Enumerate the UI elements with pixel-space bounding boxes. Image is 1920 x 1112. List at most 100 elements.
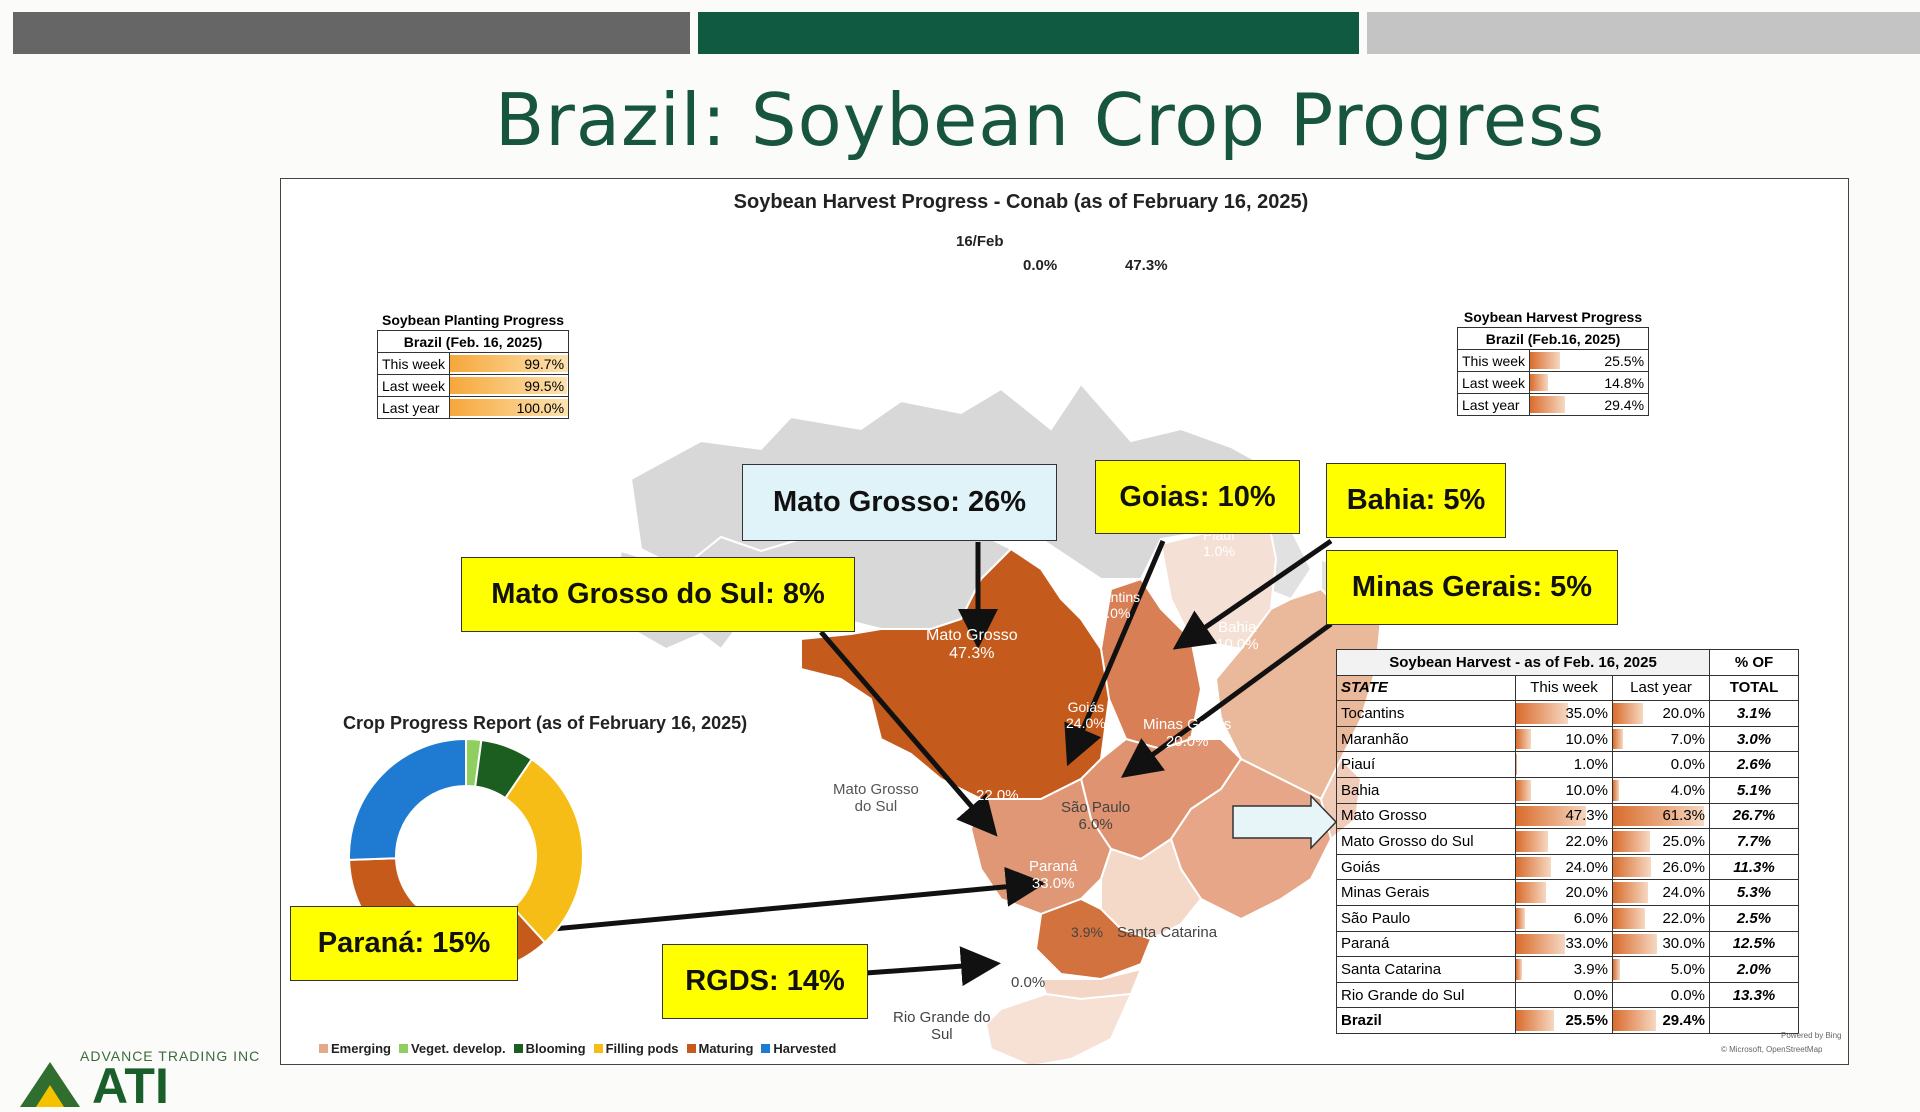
legend-item: Emerging: [319, 1041, 391, 1056]
ati-logo: ATI ADVANCE TRADING INC: [0, 1040, 270, 1112]
map-label-rs-name: Rio Grande do Sul: [893, 1009, 991, 1043]
ati-logo-mark: ATI: [20, 1058, 169, 1112]
row-state: Mato Grosso: [1336, 802, 1516, 830]
row-state: Piauí: [1336, 751, 1516, 778]
row-state: Minas Gerais: [1336, 879, 1516, 906]
row-state: Santa Catarina: [1336, 956, 1516, 983]
row-this-week: 24.0%: [1515, 853, 1613, 881]
row-this-week: 10.0%: [1515, 776, 1613, 804]
scale-max: 47.3%: [1125, 257, 1168, 274]
col-last-year: Last year: [1612, 674, 1710, 702]
col-state: STATE: [1336, 674, 1516, 702]
legend-item: Harvested: [761, 1041, 836, 1056]
row-pct-total: 7.7%: [1709, 828, 1799, 855]
row-last-year: 0.0%: [1612, 751, 1710, 778]
row-pct-total: 11.3%: [1709, 853, 1799, 881]
legend-item: Filling pods: [593, 1041, 679, 1056]
arrow-minas-gerais: [1120, 621, 1333, 778]
table-row: Goiás 24.0% 26.0% 11.3%: [1336, 853, 1799, 881]
table-row: Mato Grosso do Sul 22.0% 25.0% 7.7%: [1336, 828, 1799, 855]
planting-row: This week 99.7%: [376, 352, 570, 375]
row-pct-total: [1709, 1007, 1799, 1034]
planting-row: Last year 100.0%: [376, 396, 570, 419]
donut-title: Crop Progress Report (as of February 16,…: [343, 713, 748, 733]
right-arrow-indicator: [1232, 794, 1338, 850]
row-this-week: 35.0%: [1515, 700, 1613, 727]
callout-rgds: RGDS: 14%: [662, 944, 868, 1019]
map-state-mato-grosso: [800, 547, 1111, 800]
callout-bahia: Bahia: 5%: [1326, 463, 1506, 538]
map-state-rio-grande-do-sul: [984, 992, 1133, 1064]
legend-item: Blooming: [513, 1041, 586, 1056]
map-state-sao-paulo: [1100, 837, 1203, 941]
arrow-parana: [520, 866, 1046, 935]
panel-title: Soybean Harvest Progress - Conab (as of …: [733, 191, 1309, 213]
row-last-year: 20.0%: [1612, 700, 1710, 727]
row-pct-total: 12.5%: [1709, 930, 1799, 958]
row-pct-total: 5.1%: [1709, 776, 1799, 804]
row-pct-total: 2.5%: [1709, 904, 1799, 932]
planting-subtitle: Brazil (Feb. 16, 2025): [376, 330, 570, 353]
logo-text: ADVANCE TRADING INC: [80, 1048, 261, 1064]
donut-label-28: 28.7%: [664, 860, 710, 877]
row-pct-total: 3.1%: [1709, 700, 1799, 727]
row-this-week: 0.0%: [1515, 981, 1613, 1009]
map-label-parana: Paraná 33.0%: [1029, 858, 1078, 892]
header-bar-right: [1367, 12, 1920, 54]
row-last-year: 7.0%: [1612, 725, 1710, 753]
row-pct-total: 2.0%: [1709, 956, 1799, 983]
harvest-mini-row: This week 25.5%: [1456, 349, 1650, 372]
row-this-week: 47.3%: [1515, 802, 1613, 830]
table-row: Maranhão 10.0% 7.0% 3.0%: [1336, 725, 1799, 753]
row-last-year: 26.0%: [1612, 853, 1710, 881]
donut-legend: Emerging Veget. develop. Blooming Filling p…: [319, 1041, 836, 1056]
map-label-bahia: Bahia 10.0%: [1216, 619, 1259, 653]
table-row: Mato Grosso 47.3% 61.3% 26.7%: [1336, 802, 1799, 830]
svg-text:ATI: ATI: [92, 1058, 169, 1107]
col-this-week: This week: [1515, 674, 1613, 702]
harvest-mini-row: Last year 29.4%: [1456, 393, 1650, 416]
row-this-week: 33.0%: [1515, 930, 1613, 958]
map-label-ms-name: Mato Grosso do Sul: [833, 781, 919, 815]
callout-parana: Paraná: 15%: [290, 906, 518, 981]
donut-slice-harvested: [348, 737, 467, 861]
donut-label-36: 36.2%: [516, 979, 562, 996]
row-pct-total: 5.3%: [1709, 879, 1799, 906]
row-state: Tocantins: [1336, 700, 1516, 727]
row-state: São Paulo: [1336, 904, 1516, 932]
row-state: Mato Grosso do Sul: [1336, 828, 1516, 855]
row-last-year: 5.0%: [1612, 956, 1710, 983]
harvest-state-table: Soybean Harvest - as of Feb. 16, 2025 % …: [1336, 649, 1799, 1034]
row-pct-total: 13.3%: [1709, 981, 1799, 1009]
map-label-sc-val: 3.9%: [1071, 924, 1103, 940]
row-state: Brazil: [1336, 1007, 1516, 1034]
scale-date: 16/Feb: [956, 233, 1004, 250]
harvest-mini-subtitle: Brazil (Feb.16, 2025): [1456, 327, 1650, 350]
table-row: Rio Grande do Sul 0.0% 0.0% 13.3%: [1336, 981, 1799, 1009]
slide-title: Brazil: Soybean Crop Progress: [494, 78, 1606, 162]
legend-item: Maturing: [686, 1041, 753, 1056]
row-last-year: 24.0%: [1612, 879, 1710, 906]
donut-label-7: 7.4%: [599, 788, 636, 805]
row-state: Bahia: [1336, 776, 1516, 804]
row-last-year: 4.0%: [1612, 776, 1710, 804]
row-state: Paraná: [1336, 930, 1516, 958]
row-this-week: 1.0%: [1515, 751, 1613, 778]
map-label-sao-paulo: São Paulo 6.0%: [1061, 799, 1131, 833]
row-this-week: 10.0%: [1515, 725, 1613, 753]
arrow-bahia: [1172, 538, 1333, 650]
donut-label-2: 2.1%: [566, 780, 603, 797]
row-state: Goiás: [1336, 853, 1516, 881]
harvest-table-title: Soybean Harvest - as of Feb. 16, 2025: [1336, 649, 1710, 676]
pct-header-2: TOTAL: [1709, 674, 1799, 702]
planting-title: Soybean Planting Progress: [381, 311, 565, 328]
map-label-sc-name: Santa Catarina: [1117, 924, 1218, 941]
map-label-rs-val: 0.0%: [1011, 974, 1046, 991]
table-row: Piauí 1.0% 0.0% 2.6%: [1336, 751, 1799, 778]
table-row: Minas Gerais 20.0% 24.0% 5.3%: [1336, 879, 1799, 906]
map-label-tocantins: Tocantins 35.0%: [1081, 589, 1141, 621]
row-this-week: 22.0%: [1515, 828, 1613, 855]
arrow-mato-grosso-do-sul: [819, 630, 998, 837]
row-pct-total: 2.6%: [1709, 751, 1799, 778]
row-pct-total: 3.0%: [1709, 725, 1799, 753]
